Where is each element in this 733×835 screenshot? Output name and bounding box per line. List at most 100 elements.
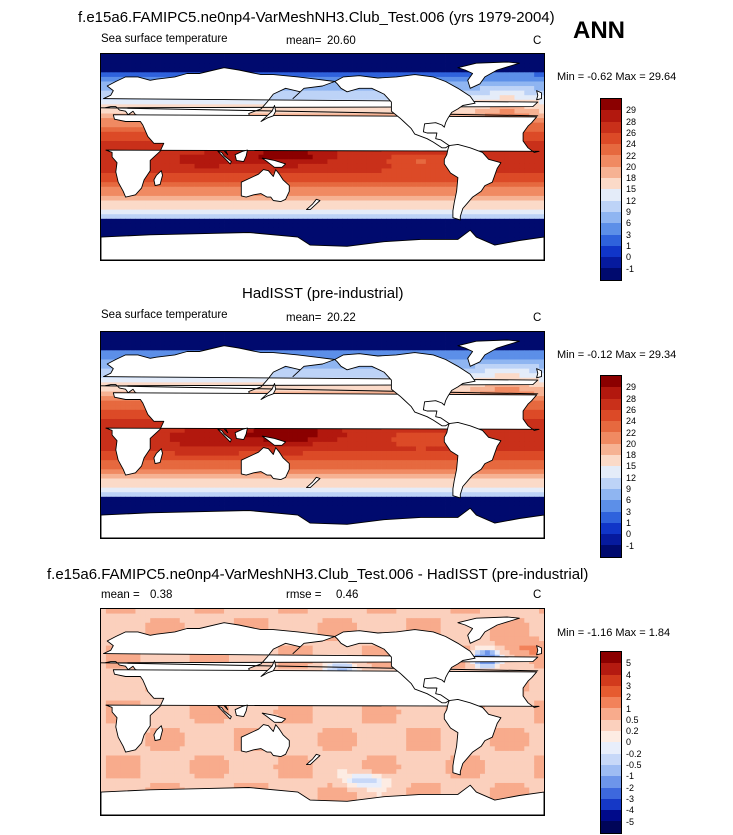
sst-cell [494,72,501,78]
sst-cell [524,163,530,169]
sst-cell [391,209,397,215]
sst-cell [430,63,437,69]
sst-cell [416,232,422,238]
sst-cell [337,341,343,347]
sst-cell [327,359,333,365]
sst-cell [263,218,269,224]
sst-cell [539,63,544,69]
sst-cell [155,72,161,78]
sst-cell [184,191,190,197]
sst-cell [332,67,338,73]
coastline [536,90,542,101]
sst-cell [194,195,200,201]
sst-cell [288,177,294,183]
sst-cell [302,67,309,73]
sst-cell [475,332,481,337]
sst-cell [356,200,363,206]
sst-cell [386,108,392,114]
sst-cell [179,200,186,206]
sst-cell [386,350,392,356]
sst-cell [155,104,161,110]
sst-cell [406,345,412,351]
sst-cell [332,58,338,64]
sst-cell [514,113,520,119]
sst-cell [189,186,195,192]
sst-cell [450,359,456,365]
sst-cell [209,168,215,174]
sst-cell [120,350,127,356]
sst-cell [194,163,200,169]
sst-cell [352,237,358,243]
sst-cell [356,223,363,229]
sst-cell [484,195,491,201]
sst-cell [366,54,373,59]
sst-cell [435,200,442,206]
sst-cell [105,140,112,146]
sst-cell [376,373,382,379]
sst-cell [233,341,240,347]
sst-cell [494,168,501,174]
sst-cell [455,63,461,69]
sst-cell [125,127,131,133]
sst-cell [524,72,530,78]
sst-cell [509,195,515,201]
sst-cell [509,214,515,220]
sst-cell [524,223,530,229]
sst-cell [332,345,338,351]
sst-cell [120,195,127,201]
sst-cell [411,332,417,337]
sst-cell [219,54,225,59]
sst-cell [174,58,181,64]
sst-cell [174,54,181,59]
sst-cell [514,177,520,183]
sst-cell [268,336,274,342]
sst-cell [425,168,432,174]
sst-cell [312,373,318,379]
sst-cell [470,90,476,96]
sst-cell [499,72,506,78]
sst-cell [292,95,299,101]
sst-cell [283,345,289,351]
sst-cell [332,95,338,101]
sst-cell [411,341,417,347]
sst-cell [258,99,264,105]
sst-cell [105,113,112,119]
sst-cell [101,86,107,92]
sst-cell [224,336,230,342]
sst-cell [268,332,274,337]
colorbar-tick-label: 9 [626,207,632,217]
sst-cell [327,54,333,59]
sst-cell [337,72,343,78]
sst-cell [317,95,323,101]
sst-cell [352,95,358,101]
sst-cell [509,232,515,238]
sst-cell [115,118,122,124]
sst-cell [273,205,279,211]
sst-cell [160,58,166,64]
sst-cell [105,122,112,128]
sst-cell [327,214,333,220]
sst-cell [366,154,373,160]
sst-cell [189,209,195,215]
sst-cell [519,232,525,238]
sst-cell [514,95,520,101]
sst-cell [420,173,427,178]
sst-cell [110,218,117,224]
sst-cell [381,150,387,156]
sst-cell [484,191,491,197]
sst-cell [189,195,195,201]
sst-cell [115,200,122,206]
sst-cell [420,232,427,238]
sst-cell [342,214,348,220]
sst-cell [292,159,299,165]
sst-cell [263,163,269,169]
sst-cell [140,223,146,229]
sst-cell [470,86,476,92]
sst-cell [391,200,397,206]
sst-cell [391,336,397,342]
sst-cell [401,150,407,156]
sst-cell [110,177,117,183]
sst-cell [169,154,176,160]
sst-cell [371,209,378,215]
sst-cell [420,341,427,347]
